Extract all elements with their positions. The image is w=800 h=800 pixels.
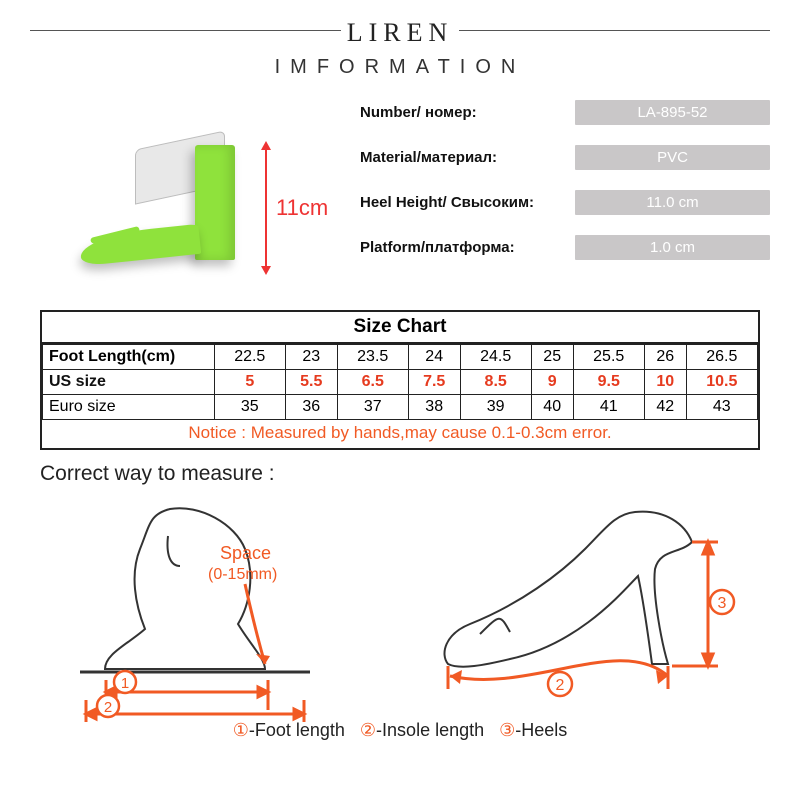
table-cell: 8.5 <box>460 370 531 395</box>
spec-list: Number/ номер:LA-895-52 Material/материал… <box>360 100 770 280</box>
spec-value: PVC <box>575 145 770 170</box>
spec-value: 1.0 cm <box>575 235 770 260</box>
height-dimension-label: 11cm <box>276 195 328 221</box>
table-cell: 41 <box>573 395 644 420</box>
table-cell: 40 <box>531 395 573 420</box>
header: LIREN IMFORMATION <box>0 0 800 79</box>
spec-label: Material/материал: <box>360 149 575 166</box>
size-chart-title: Size Chart <box>42 312 758 344</box>
table-cell: 7.5 <box>408 370 460 395</box>
brand-name: LIREN <box>341 18 460 48</box>
table-row: US size55.56.57.58.599.51010.5 <box>43 370 758 395</box>
shoe-illustration <box>105 140 235 260</box>
table-cell: 25.5 <box>573 345 644 370</box>
size-chart-table: Foot Length(cm)22.52323.52424.52525.5262… <box>42 344 758 420</box>
table-cell: 5 <box>214 370 285 395</box>
spec-value: 11.0 cm <box>575 190 770 215</box>
table-cell: 9.5 <box>573 370 644 395</box>
table-cell: 5.5 <box>285 370 337 395</box>
svg-text:1: 1 <box>121 675 129 692</box>
table-cell: 23 <box>285 345 337 370</box>
space-label: Space <box>220 543 271 563</box>
table-cell: 42 <box>644 395 686 420</box>
spec-row: Material/материал:PVC <box>360 145 770 170</box>
measure-legend: ①-Foot length ②-Insole length ③-Heels <box>40 720 760 741</box>
spec-value: LA-895-52 <box>575 100 770 125</box>
spec-row: Platform/платформа:1.0 cm <box>360 235 770 260</box>
table-cell: 23.5 <box>337 345 408 370</box>
table-cell: 24.5 <box>460 345 531 370</box>
table-cell: 38 <box>408 395 460 420</box>
height-dimension-line <box>265 148 267 268</box>
table-cell: 22.5 <box>214 345 285 370</box>
measure-title: Correct way to measure : <box>40 462 760 486</box>
table-cell: 39 <box>460 395 531 420</box>
measure-diagrams: Space (0-15mm) 1 2 <box>40 494 760 724</box>
spec-label: Platform/платформа: <box>360 239 575 256</box>
row-header: Foot Length(cm) <box>43 345 215 370</box>
header-rule-right <box>440 30 770 31</box>
svg-text:3: 3 <box>718 595 727 612</box>
size-chart: Size Chart Foot Length(cm)22.52323.52424… <box>40 310 760 450</box>
table-cell: 25 <box>531 345 573 370</box>
table-cell: 43 <box>686 395 757 420</box>
diagram-heel-icon: 2 3 <box>410 494 750 724</box>
header-rule-left <box>30 30 360 31</box>
table-cell: 26.5 <box>686 345 757 370</box>
table-cell: 26 <box>644 345 686 370</box>
table-row: Foot Length(cm)22.52323.52424.52525.5262… <box>43 345 758 370</box>
table-cell: 9 <box>531 370 573 395</box>
table-cell: 6.5 <box>337 370 408 395</box>
table-cell: 10 <box>644 370 686 395</box>
row-header: US size <box>43 370 215 395</box>
size-chart-notice: Notice : Measured by hands,may cause 0.1… <box>42 420 758 448</box>
product-image: 11cm <box>70 100 310 290</box>
table-cell: 24 <box>408 345 460 370</box>
row-header: Euro size <box>43 395 215 420</box>
space-range: (0-15mm) <box>208 566 277 583</box>
diagram-foot-icon: Space (0-15mm) 1 2 <box>50 494 360 724</box>
spec-label: Number/ номер: <box>360 104 575 121</box>
page-subheading: IMFORMATION <box>0 56 800 79</box>
table-cell: 35 <box>214 395 285 420</box>
table-cell: 37 <box>337 395 408 420</box>
info-row: 11cm Number/ номер:LA-895-52 Material/мат… <box>30 100 770 300</box>
spec-row: Number/ номер:LA-895-52 <box>360 100 770 125</box>
table-row: Euro size353637383940414243 <box>43 395 758 420</box>
measure-section: Correct way to measure : Space (0-15mm) <box>40 462 760 724</box>
spec-label: Heel Height/ Свысоким: <box>360 194 575 211</box>
spec-row: Heel Height/ Свысоким:11.0 cm <box>360 190 770 215</box>
svg-text:2: 2 <box>104 699 112 716</box>
table-cell: 36 <box>285 395 337 420</box>
svg-text:2: 2 <box>556 677 565 694</box>
table-cell: 10.5 <box>686 370 757 395</box>
